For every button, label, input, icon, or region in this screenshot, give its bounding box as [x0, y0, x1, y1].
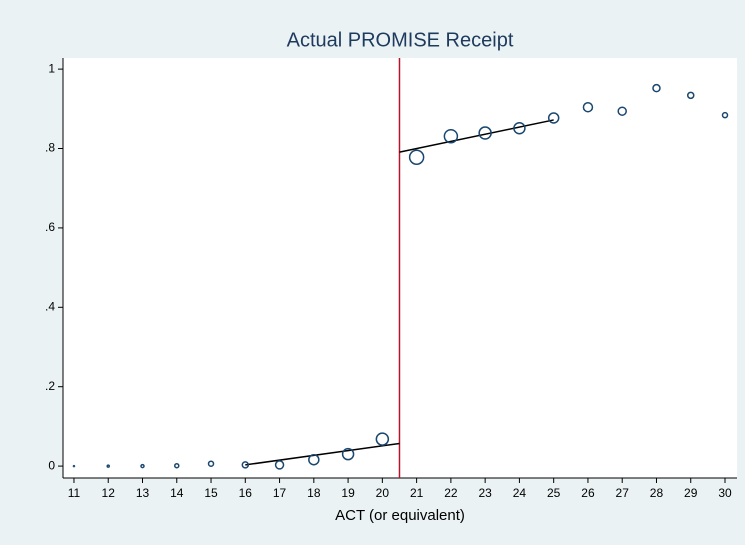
point	[174, 462, 180, 469]
x-tick-label: 25	[547, 486, 561, 500]
x-tick-label: 20	[376, 486, 390, 500]
point	[513, 122, 526, 135]
point	[652, 83, 661, 93]
x-tick-label: 30	[718, 486, 732, 500]
point	[547, 112, 560, 124]
y-tick-label: .6	[45, 220, 55, 234]
x-tick-label: 16	[239, 486, 253, 500]
x-axis-label: ACT (or equivalent)	[335, 507, 465, 524]
point	[375, 432, 390, 446]
x-tick-label: 17	[273, 486, 287, 500]
fit-line	[245, 442, 400, 466]
point	[308, 453, 320, 466]
x-tick-label: 26	[581, 486, 595, 500]
x-tick-label: 15	[204, 486, 218, 500]
x-tick-label: 13	[136, 486, 150, 500]
x-tick-label: 14	[170, 486, 184, 500]
x-tick-label: 27	[616, 486, 630, 500]
point	[478, 126, 492, 140]
y-tick-label: 0	[48, 458, 55, 472]
x-tick-label: 22	[444, 486, 458, 500]
point	[72, 464, 76, 468]
point	[241, 461, 250, 469]
point	[721, 111, 729, 119]
point	[207, 460, 215, 467]
y-tick-label: .4	[45, 299, 55, 313]
x-tick-label: 28	[650, 486, 664, 500]
point	[617, 106, 627, 116]
x-tick-label: 24	[513, 486, 527, 500]
point	[140, 463, 145, 469]
point	[582, 101, 594, 113]
chart-title: Actual PROMISE Receipt	[287, 29, 514, 51]
y-tick-label: 1	[48, 61, 55, 75]
y-tick-label: .2	[45, 379, 55, 393]
point	[686, 91, 695, 100]
x-tick-label: 12	[102, 486, 116, 500]
fit-line	[399, 119, 554, 153]
x-tick-label: 11	[68, 486, 81, 500]
point	[274, 460, 285, 470]
x-tick-label: 23	[478, 486, 492, 500]
x-tick-label: 19	[341, 486, 355, 500]
point	[443, 128, 459, 144]
x-tick-label: 18	[307, 486, 321, 500]
point	[341, 447, 355, 461]
point	[408, 149, 425, 165]
x-tick-label: 29	[684, 486, 698, 500]
x-tick-label: 21	[410, 486, 424, 500]
y-tick-label: .8	[45, 141, 55, 155]
point	[106, 464, 110, 468]
